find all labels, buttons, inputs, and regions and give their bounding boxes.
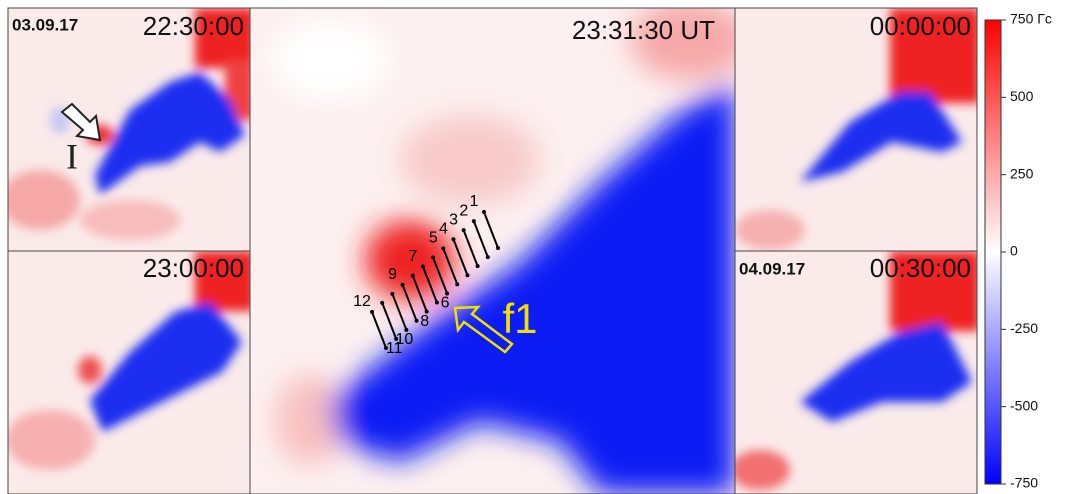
fiducial-point [462,228,466,232]
tick-label: 0 [1010,243,1018,259]
colorbar-ticks: 750 Гс 500 250 0 -250 -500 -750 [1001,11,1052,491]
date-label: 03.09.17 [12,15,78,34]
fiducial-label: 6 [441,295,450,312]
time-label: 00:30:00 [870,253,971,283]
fiducial-label: 8 [420,313,429,330]
fiducial-label: 2 [459,202,468,219]
figure: 03.09.17 22:30:00 I 23:00:00 23:31:30 UT… [0,0,1074,494]
fiducial-point [486,255,490,259]
fiducial-point [421,265,425,269]
fiducial-label: 12 [353,293,371,310]
fiducial-point [384,346,388,350]
fiducial-label: 4 [439,220,448,237]
fiducial-point [496,246,500,250]
fiducial-point [451,237,455,241]
tick-label: -250 [1010,320,1038,336]
annotation: f1 [502,295,537,342]
time-label: 23:00:00 [143,253,244,283]
fiducial-label: 7 [408,248,417,265]
time-label: 22:30:00 [143,11,244,41]
fiducial-label: 11 [386,340,403,357]
tick-label: -750 [1010,475,1038,491]
date-label: 04.09.17 [739,259,805,278]
fiducial-label: 1 [470,193,479,210]
fiducial-label: 3 [449,211,458,228]
magnetogram [5,251,255,494]
fiducial-point [476,264,480,268]
colorbar [985,20,1001,484]
fiducial-point [431,255,435,259]
tick-label: 750 Гс [1010,11,1052,27]
time-label: 23:31:30 UT [572,15,715,45]
fiducial-point [435,301,439,305]
fiducial-point [411,274,415,278]
fiducial-point [415,319,419,323]
fiducial-point [370,310,374,314]
magnetogram [250,0,750,494]
fiducial-point [482,210,486,214]
fiducial-point [441,246,445,250]
fiducial-point [401,283,405,287]
fiducial-point [390,292,394,296]
fiducial-point [472,219,476,223]
magnetogram [0,8,255,251]
fiducial-label: 9 [388,266,397,283]
tick-label: 500 [1010,88,1034,104]
tick-label: 250 [1010,165,1034,181]
magnetogram [730,251,980,494]
fiducial-label: 5 [429,230,438,247]
fiducial-point [465,273,469,277]
magnetogram [735,8,980,251]
time-label: 00:00:00 [870,11,971,41]
fiducial-point [380,301,384,305]
annotation: I [66,136,78,176]
tick-label: -500 [1010,397,1038,413]
fiducial-point [455,282,459,286]
